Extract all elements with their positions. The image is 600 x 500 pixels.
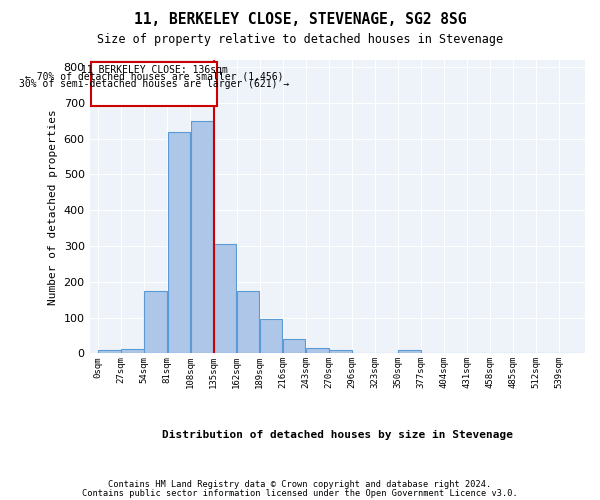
Bar [191,121,213,354]
X-axis label: Distribution of detached houses by size in Stevenage: Distribution of detached houses by size … [162,430,513,440]
Y-axis label: Number of detached properties: Number of detached properties [48,109,58,304]
Bar [98,350,121,354]
Bar [398,350,421,354]
Bar [329,350,352,354]
Bar [167,132,190,354]
Bar [283,339,305,353]
Text: Contains public sector information licensed under the Open Government Licence v3: Contains public sector information licen… [82,489,518,498]
Text: Size of property relative to detached houses in Stevenage: Size of property relative to detached ho… [97,32,503,46]
Text: ← 70% of detached houses are smaller (1,456): ← 70% of detached houses are smaller (1,… [25,72,283,82]
Bar [214,244,236,354]
Text: 30% of semi-detached houses are larger (621) →: 30% of semi-detached houses are larger (… [19,79,289,89]
Bar [306,348,329,354]
Text: 11 BERKELEY CLOSE: 136sqm: 11 BERKELEY CLOSE: 136sqm [80,64,227,74]
Bar [237,290,259,354]
Text: 11, BERKELEY CLOSE, STEVENAGE, SG2 8SG: 11, BERKELEY CLOSE, STEVENAGE, SG2 8SG [134,12,466,28]
FancyBboxPatch shape [91,62,217,106]
Bar [260,318,283,354]
Bar [121,348,144,354]
Bar [145,290,167,354]
Text: Contains HM Land Registry data © Crown copyright and database right 2024.: Contains HM Land Registry data © Crown c… [109,480,491,489]
